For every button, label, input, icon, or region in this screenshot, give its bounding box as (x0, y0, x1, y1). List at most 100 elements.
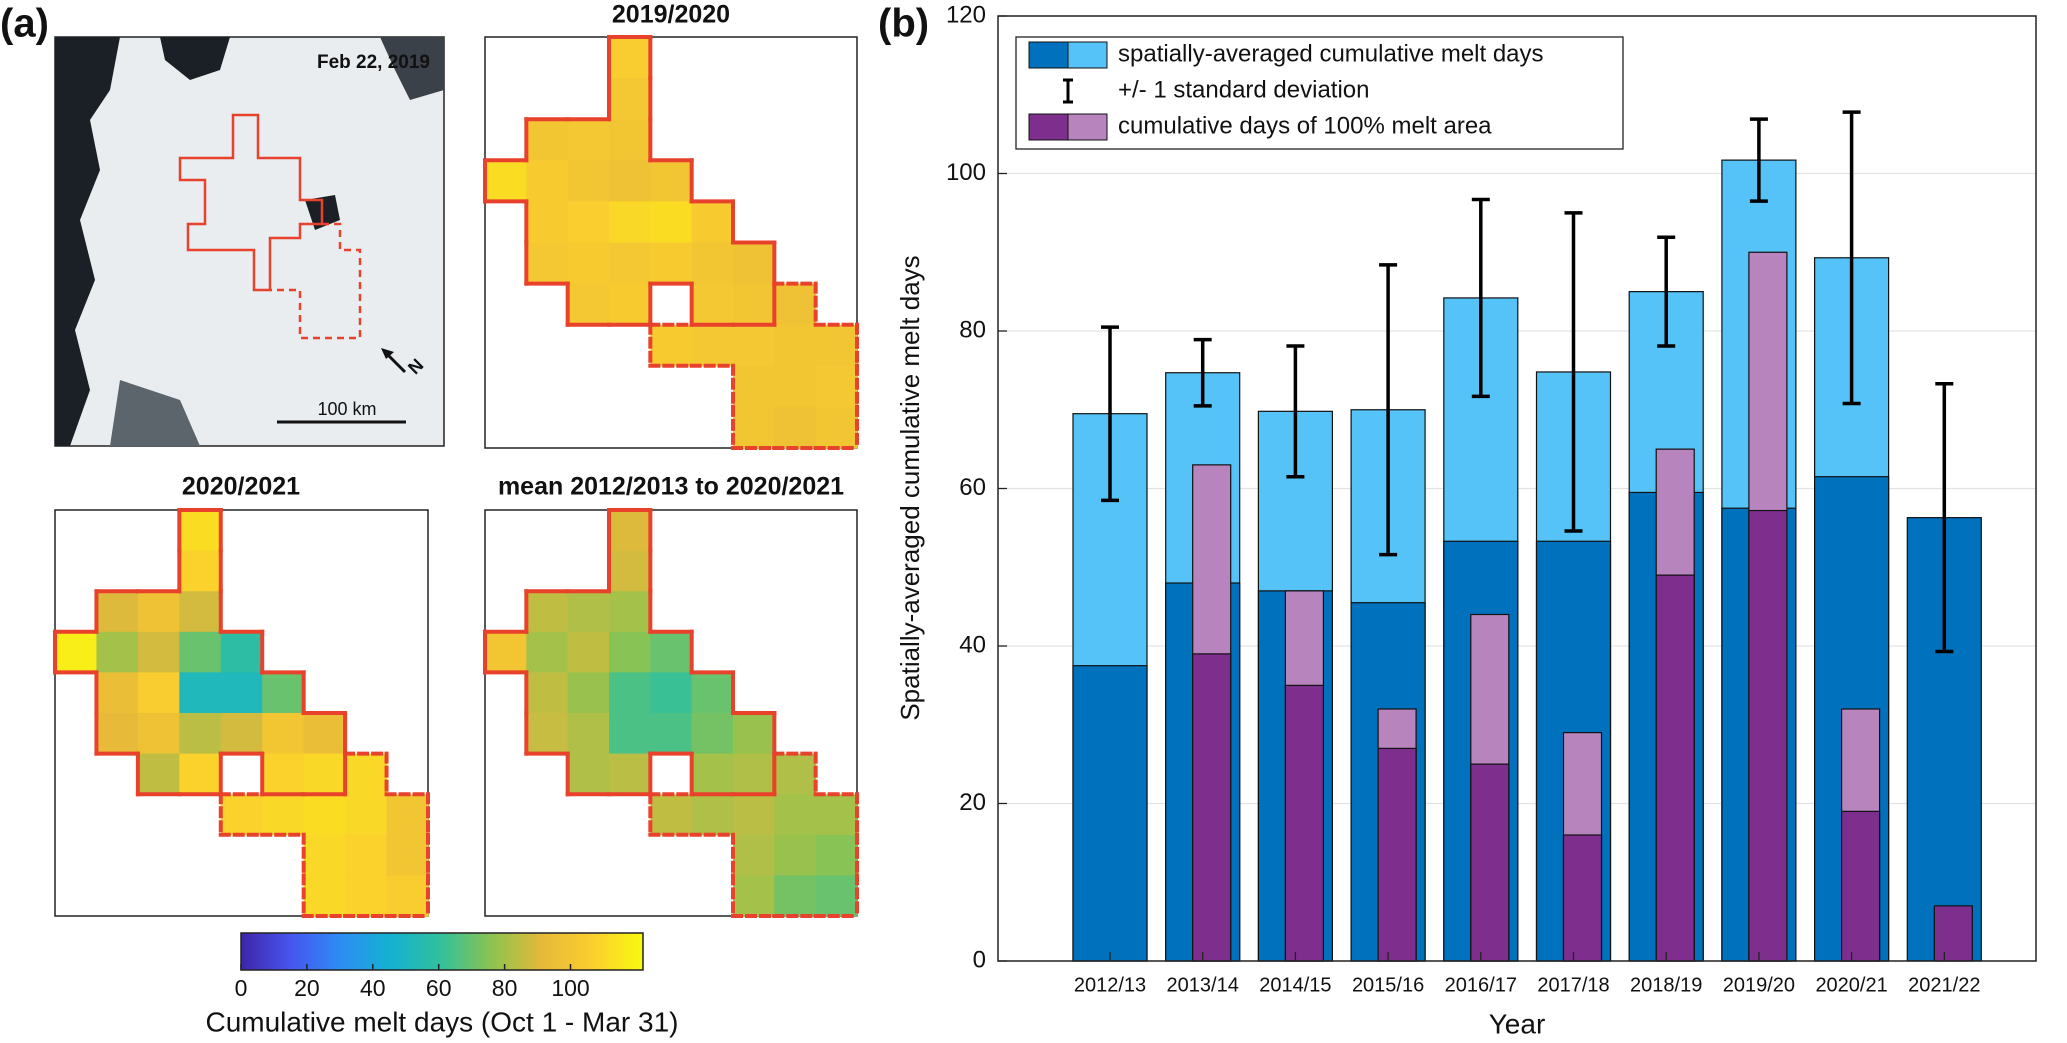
heatmap-cell (691, 283, 734, 326)
heatmap-cell (733, 753, 775, 795)
error-bar (1471, 197, 1490, 399)
heatmap-cell (137, 631, 180, 673)
y-tick-label: 120 (946, 1, 986, 28)
heatmap-panel: 2019/2020 (483, 1, 859, 450)
bar (1192, 653, 1232, 962)
panel-title: 2019/2020 (612, 1, 730, 29)
legend-label: cumulative days of 100% melt area (1118, 112, 1492, 139)
heatmap-cell (609, 713, 651, 755)
heatmap-cell (733, 365, 775, 408)
heatmap-cell (691, 753, 734, 795)
heatmap-cell (733, 713, 775, 755)
heatmap-cell (386, 794, 429, 836)
bar (1562, 834, 1603, 962)
heatmap-cell (609, 753, 651, 795)
x-tick-label: 2018/19 (1630, 974, 1702, 996)
bar (1470, 763, 1510, 962)
colorbar-tick-label: 60 (426, 975, 452, 1001)
colorbar: 0 20 40 60 80 100 Cumulative melt days (Oct 1 … (205, 932, 679, 1037)
error-bar (1379, 263, 1398, 557)
heatmap-cell (55, 631, 98, 673)
colorbar-tick-label: 20 (294, 975, 320, 1001)
heatmap-cell (567, 631, 610, 673)
colorbar-tick-label: 80 (492, 975, 518, 1001)
x-tick-label: 2016/17 (1445, 974, 1517, 996)
north-arrowhead (381, 348, 394, 359)
bar (1655, 574, 1695, 962)
heatmap-cell (262, 713, 305, 755)
heatmap-cell (650, 794, 693, 836)
heatmap-cell (815, 794, 858, 836)
heatmap-cell (815, 324, 858, 367)
x-tick-label: 2021/22 (1908, 974, 1980, 996)
heatmap-cell (609, 672, 651, 714)
heatmap-cell (733, 324, 775, 367)
error-bar (1749, 117, 1768, 203)
heatmap-cell (774, 753, 817, 795)
legend: spatially-averaged cumulative melt days c… (1015, 36, 1624, 150)
heatmap-cell (137, 753, 180, 795)
scale-label: 100 km (317, 399, 376, 419)
heatmap-cell (485, 160, 527, 202)
heatmap-cell (774, 875, 817, 917)
heatmap-cell (179, 631, 222, 673)
error-bar (1101, 325, 1119, 503)
heatmap-cell (567, 713, 610, 755)
bar (1377, 747, 1417, 962)
heatmap-cell (526, 242, 569, 285)
heatmap-cell (815, 834, 858, 876)
panel-title: mean 2012/2013 to 2020/2021 (498, 473, 844, 501)
heatmap-cell (262, 672, 305, 714)
heatmap-cell (179, 591, 222, 633)
heatmap-cell (609, 37, 651, 79)
bar (1933, 905, 1973, 962)
heatmap-cell (96, 591, 139, 633)
heatmap-cell (650, 672, 693, 714)
heatmap-cell (567, 753, 610, 795)
heatmap-cell (526, 201, 569, 244)
x-tick-label: 2012/13 (1074, 974, 1146, 996)
heatmap-cell (609, 283, 651, 326)
error-bar (1564, 211, 1583, 533)
heatmap-cell (220, 631, 263, 673)
panel-title: 2020/2021 (182, 473, 300, 501)
heatmap-cell (526, 672, 569, 714)
heatmap-cell (609, 550, 651, 592)
heatmap-cell (567, 672, 610, 714)
heatmap-cell (733, 283, 775, 326)
y-tick-label: 60 (959, 474, 986, 501)
heatmap-cell (609, 242, 651, 285)
heatmap-cell (609, 510, 651, 552)
x-tick-label: 2019/20 (1723, 974, 1795, 996)
legend-swatch (1028, 41, 1069, 69)
colorbar-scale (240, 932, 644, 971)
legend-label: +/- 1 standard deviation (1118, 76, 1370, 103)
legend-box (1015, 36, 1624, 150)
x-axis-label: Year (1489, 1008, 1546, 1039)
heatmap-cell (567, 283, 610, 326)
heatmap-cell (774, 406, 817, 449)
error-bar (1935, 382, 1954, 654)
heatmap-cell (303, 834, 346, 876)
heatmap-cell (774, 365, 817, 408)
y-axis-label: Spatially-averaged cumulative melt days (895, 255, 925, 720)
x-tick-label: 2013/14 (1167, 974, 1239, 996)
heatmap-cell (691, 324, 734, 367)
region-outline-dashed (270, 222, 362, 340)
plot-frame (997, 15, 2037, 962)
heatmap-cell (609, 160, 651, 202)
heatmap-cell (691, 672, 734, 714)
bar (1284, 684, 1325, 962)
heatmap-cell (96, 631, 139, 673)
heatmap-cell (220, 713, 263, 755)
coast (160, 37, 230, 80)
heatmap-cell (609, 591, 651, 633)
legend-swatch (1028, 113, 1069, 141)
heatmap-cell (650, 713, 693, 755)
heatmap-cell (815, 406, 858, 449)
heatmap-cell (526, 631, 569, 673)
heatmap-cell (774, 834, 817, 876)
heatmap-panel: mean 2012/2013 to 2020/2021 (483, 473, 859, 918)
heatmap-cell (262, 794, 305, 836)
